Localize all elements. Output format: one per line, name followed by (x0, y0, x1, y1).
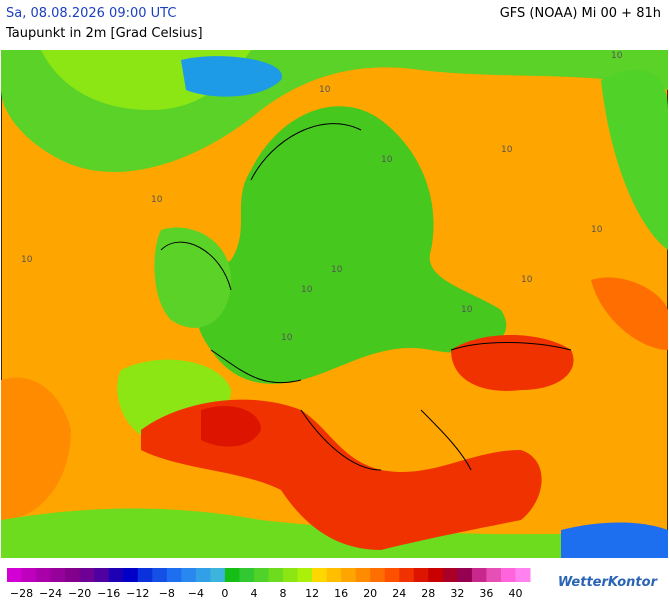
legend-swatch (21, 568, 37, 582)
legend-swatch (50, 568, 66, 582)
legend-label: 8 (280, 587, 287, 600)
legend-swatch (413, 568, 429, 582)
contour-label: 10 (319, 85, 331, 95)
legend-swatch (7, 568, 23, 582)
legend-label: 4 (250, 587, 257, 600)
contour-label: 10 (331, 265, 343, 275)
legend-swatch (239, 568, 255, 582)
legend-label: 0 (221, 587, 228, 600)
legend-label: 20 (363, 587, 377, 600)
legend-swatch (486, 568, 502, 582)
legend-swatch (442, 568, 458, 582)
legend-swatch (355, 568, 371, 582)
legend-swatch (457, 568, 473, 582)
contour-label: 10 (591, 225, 603, 235)
legend-swatch (312, 568, 328, 582)
legend-label: 24 (392, 587, 406, 600)
legend-label: 16 (334, 587, 348, 600)
legend-swatch (152, 568, 168, 582)
legend-swatch (283, 568, 299, 582)
logo: WetterKontor (557, 575, 657, 590)
legend-swatch (65, 568, 81, 582)
model-run: GFS (NOAA) Mi 00 + 81h (499, 6, 661, 21)
legend-swatch (399, 568, 415, 582)
legend-swatch (326, 568, 342, 582)
contour-label: 10 (21, 255, 33, 265)
contour-label: 10 (301, 285, 313, 295)
contour-label: 10 (381, 155, 393, 165)
legend-swatch (224, 568, 240, 582)
legend-label: 32 (450, 587, 464, 600)
contour-label: 10 (461, 305, 473, 315)
legend-label: −20 (68, 587, 91, 600)
legend-swatch (79, 568, 95, 582)
legend-swatch (94, 568, 110, 582)
legend-swatch (268, 568, 284, 582)
legend-label: −12 (126, 587, 149, 600)
legend-label: 40 (508, 587, 522, 600)
valid-date: Sa, 08.08.2026 09:00 UTC (6, 6, 177, 21)
legend-label: −16 (97, 587, 120, 600)
contour-label: 10 (521, 275, 533, 285)
legend-swatch (500, 568, 516, 582)
legend-swatch (108, 568, 124, 582)
legend-swatch (515, 568, 531, 582)
legend-swatch (166, 568, 182, 582)
legend-swatch (137, 568, 153, 582)
contour-label: 10 (151, 195, 163, 205)
legend-label: −28 (10, 587, 33, 600)
parameter: Taupunkt in 2m [Grad Celsius] (6, 26, 203, 41)
color-legend: −28 −24 −20 −16 −12 −8 −4 0 4 8 12 16 20 24 28 32 36 40 (7, 568, 531, 600)
legend-swatch (370, 568, 386, 582)
contour-label: 10 (281, 333, 293, 343)
legend-swatch (428, 568, 444, 582)
legend-swatch (195, 568, 211, 582)
legend-label: −8 (159, 587, 175, 600)
legend-swatch (471, 568, 487, 582)
legend-swatch (181, 568, 197, 582)
contour-label: 10 (611, 51, 623, 61)
map: 10 10 10 10 10 10 10 10 10 10 10 10 (1, 50, 668, 558)
legend-swatch (341, 568, 357, 582)
legend-swatch (210, 568, 226, 582)
legend-swatch (297, 568, 313, 582)
legend-label: −24 (39, 587, 62, 600)
legend-label: 36 (479, 587, 493, 600)
legend-swatch (123, 568, 139, 582)
legend-label: −4 (188, 587, 204, 600)
legend-swatch (36, 568, 52, 582)
legend-label: 12 (305, 587, 319, 600)
legend-label: 28 (421, 587, 435, 600)
contour-label: 10 (501, 145, 513, 155)
legend-swatch (253, 568, 269, 582)
legend-swatch (384, 568, 400, 582)
